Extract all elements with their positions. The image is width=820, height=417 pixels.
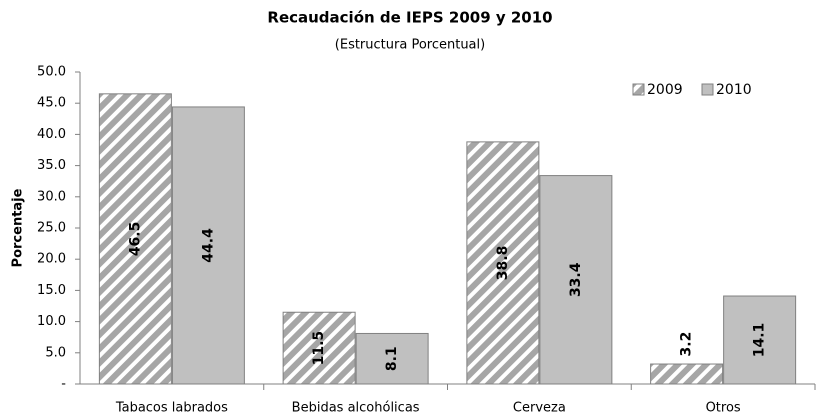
chart-subtitle: (Estructura Porcentual) [335,38,485,53]
bar [171,106,245,385]
chart-title: Recaudación de IEPS 2009 y 2010 [267,9,552,27]
y-tick-label: 50.0 [37,65,66,80]
bar [723,295,797,385]
legend-label: 2010 [716,82,752,98]
y-tick-label: 30.0 [37,189,66,204]
legend-swatch [701,83,714,96]
legend-label: 2009 [647,82,683,98]
data-label: 33.4 [568,262,584,297]
y-tick-label: 15.0 [37,283,66,298]
y-tick-label: 20.0 [37,252,66,267]
bar [282,311,356,385]
x-tick-label: Tabacos labrados [115,401,228,416]
data-label: 8.1 [384,346,400,371]
x-tick-label: Cerveza [513,401,566,416]
data-label: 44.4 [200,228,216,263]
data-label: 38.8 [495,246,511,281]
bar [650,363,724,385]
data-label: 46.5 [127,222,143,257]
y-tick-label: 45.0 [37,96,66,111]
bar [355,332,429,385]
y-tick-label: 25.0 [37,221,66,236]
x-tick-label: Bebidas alcohólicas [292,401,420,416]
data-label: 11.5 [311,331,327,366]
y-axis-title: Porcentaje [11,188,26,267]
data-label: 14.1 [752,323,768,358]
legend-swatch [632,83,645,96]
y-tick-label: 5.0 [45,345,66,360]
data-label: 3.2 [679,332,695,357]
y-tick-label: 40.0 [37,127,66,142]
y-tick-label: 10.0 [37,314,66,329]
y-tick-label: - [61,377,66,392]
bar [539,175,613,385]
y-tick-label: 35.0 [37,158,66,173]
x-tick-label: Otros [706,401,741,416]
bar [98,93,172,385]
bar [466,141,540,385]
